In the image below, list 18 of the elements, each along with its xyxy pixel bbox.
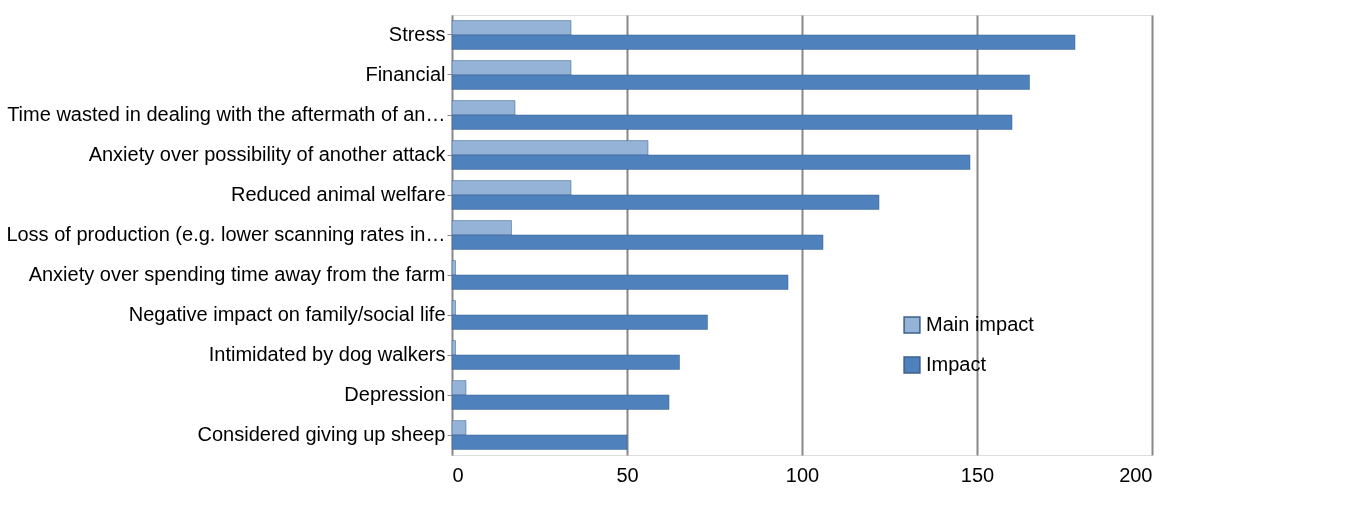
y-tick-label: Anxiety over spending time away from the farm	[28, 263, 446, 285]
x-tick-label: 50	[616, 463, 639, 486]
y-tick-label: Anxiety over possibility of another attack	[88, 143, 447, 165]
y-tick-label: Depression	[344, 383, 446, 405]
y-tick-label: Stress	[388, 23, 446, 45]
y-tick-label: Considered giving up sheep	[197, 423, 446, 445]
y-tick-label: Financial	[365, 63, 446, 85]
x-tick-label: 200	[1119, 463, 1153, 486]
x-tick-label: 150	[960, 463, 995, 486]
legend-label: Impact	[926, 353, 987, 375]
y-tick-label: Time wasted in dealing with the aftermath of an…	[7, 103, 446, 125]
y-tick-label: Reduced animal welfare	[230, 183, 446, 205]
x-tick-label: 100	[785, 463, 820, 486]
y-tick-label: Loss of production (e.g. lower scanning rates in…	[6, 223, 446, 245]
legend-label: Main impact	[926, 313, 1035, 335]
y-tick-label: Negative impact on family/social life	[128, 303, 446, 325]
y-tick-label: Intimidated by dog walkers	[208, 343, 446, 365]
x-tick-label: 0	[452, 463, 464, 486]
